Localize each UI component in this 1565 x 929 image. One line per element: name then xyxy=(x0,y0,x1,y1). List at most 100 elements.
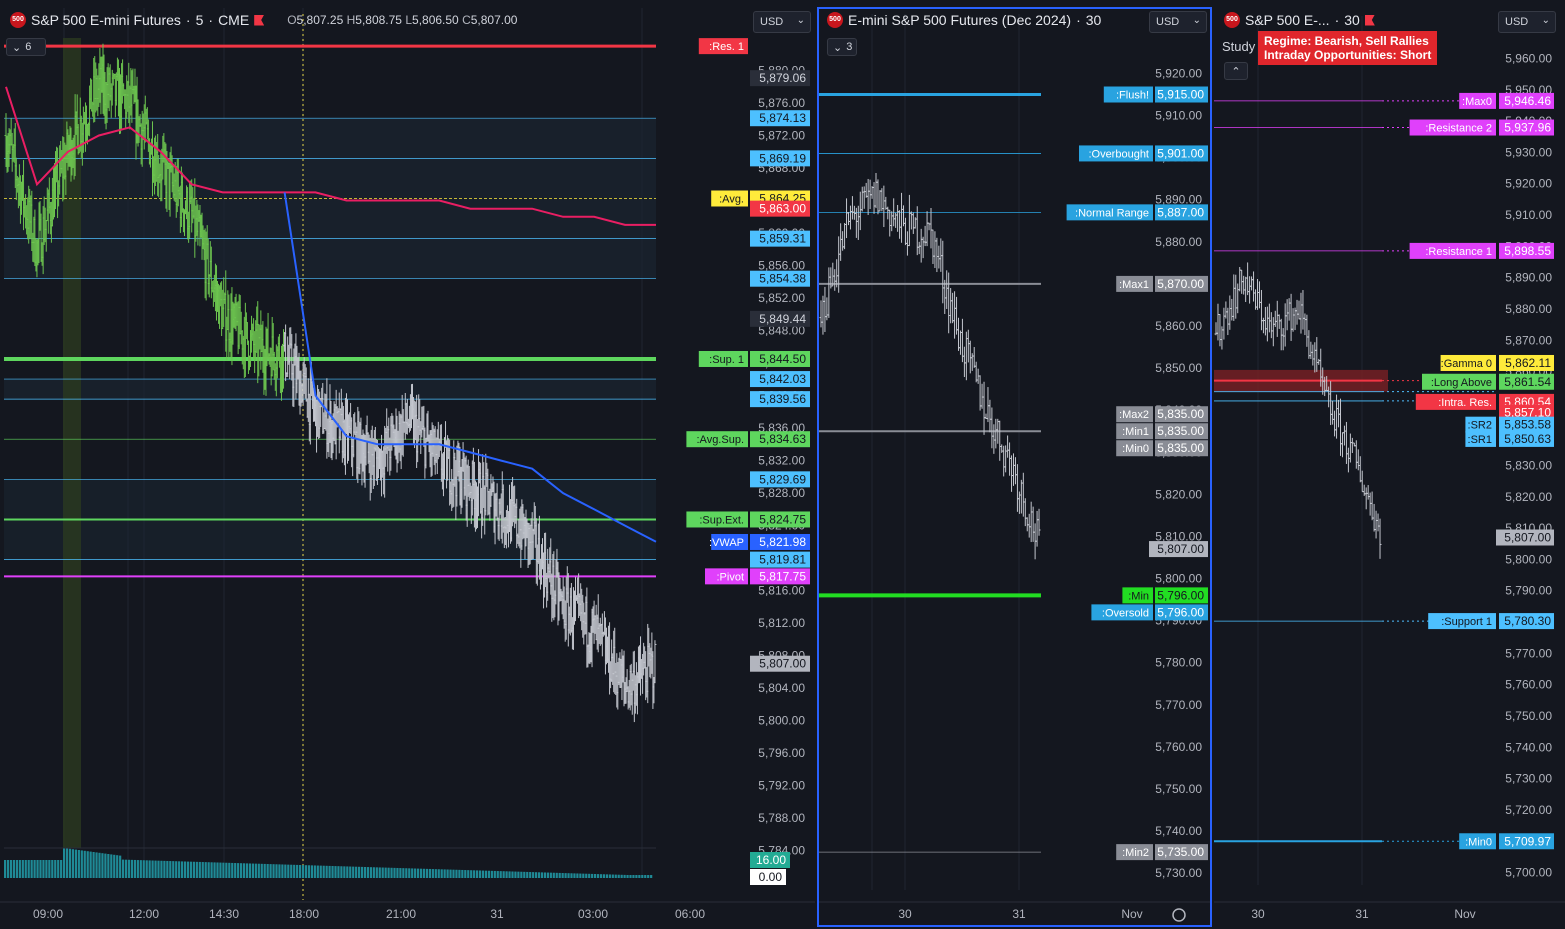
price-scale[interactable] xyxy=(1497,0,1565,929)
price-tick-label: 5,816.00 xyxy=(758,584,805,598)
volume-bar xyxy=(529,872,532,878)
separator: · xyxy=(1334,12,1340,28)
exchange: CME xyxy=(218,12,250,28)
level-name-bg xyxy=(1422,373,1496,390)
price-tick-label: 5,796.00 xyxy=(758,746,805,760)
level-value-label: 5,874.13 xyxy=(759,111,806,125)
level-name-label: :Avg. xyxy=(719,193,744,205)
indicators-toggle[interactable]: ⌄ 3 xyxy=(827,38,857,56)
price-chart-es-dec-30min[interactable]: 5,920.005,910.005,900.005,890.005,880.00… xyxy=(817,0,1212,929)
volume-bar xyxy=(390,867,393,878)
currency-value: USD xyxy=(760,16,784,28)
flag-icon[interactable] xyxy=(254,14,265,26)
level-name-bg xyxy=(711,533,748,550)
volume-bar xyxy=(21,860,24,878)
level-value-label: 5,857.10 xyxy=(1504,406,1551,420)
level-name-label: :Long Above xyxy=(1431,377,1492,389)
volume-bar xyxy=(502,871,505,878)
volume-bar xyxy=(80,850,83,878)
level-name-bg xyxy=(705,568,748,585)
price-tick-label: 5,820.00 xyxy=(1505,490,1552,504)
volume-bar xyxy=(614,874,617,878)
volume-bar xyxy=(346,866,349,878)
time-axis-label: 31 xyxy=(490,907,504,921)
level-value-bg xyxy=(750,110,810,127)
symbol-name[interactable]: S&P 500 E-mini Futures xyxy=(31,12,181,28)
interval[interactable]: 5 xyxy=(195,12,204,28)
volume-bar xyxy=(641,875,644,878)
currency-select[interactable]: USD ⌄ xyxy=(753,11,811,33)
volume-bar xyxy=(549,872,552,878)
level-value-label: 5,824.75 xyxy=(759,512,806,526)
indicators-toggle[interactable]: ⌄ 6 xyxy=(6,38,46,56)
settings-gear-icon[interactable] xyxy=(1172,908,1186,922)
level-value-bg xyxy=(1499,416,1554,433)
level-name-label: :Avg.Sup. xyxy=(697,434,745,446)
volume-bar xyxy=(54,860,57,878)
volume-bar xyxy=(281,864,284,878)
level-value-label: 5,869.19 xyxy=(759,151,806,165)
volume-bar xyxy=(467,870,470,878)
volume-bar xyxy=(476,870,479,878)
volume-bar xyxy=(523,871,526,878)
volume-bar xyxy=(124,859,128,878)
price-chart-es-5min[interactable]: 5,880.005,876.005,872.005,868.005,864.00… xyxy=(0,0,815,929)
time-axis-label: Nov xyxy=(1454,907,1475,921)
symbol-name[interactable]: S&P 500 E-... xyxy=(1245,12,1330,28)
level-value-bg xyxy=(750,350,810,367)
level-name-bg xyxy=(1459,833,1496,850)
price-tick-label: 5,790.00 xyxy=(1505,584,1552,598)
volume-bar xyxy=(325,865,328,878)
level-value-label: 5,946.46 xyxy=(1504,94,1551,108)
price-tick-label: 5,800.00 xyxy=(1505,552,1552,566)
volume-bar xyxy=(537,872,541,878)
currency-select[interactable]: USD ⌄ xyxy=(1498,11,1556,33)
price-tick-label: 5,960.00 xyxy=(1505,52,1552,66)
currency-select[interactable]: USD ⌄ xyxy=(1149,11,1207,33)
price-tick-label: 5,828.00 xyxy=(758,486,805,500)
level-name-label: :Flush! xyxy=(1116,90,1149,102)
volume-bar xyxy=(251,863,254,878)
chart-pane-es-30min[interactable]: 5,960.005,950.005,940.005,930.005,920.00… xyxy=(1214,0,1565,929)
price-tick-label: 5,760.00 xyxy=(1155,740,1202,754)
volume-bar xyxy=(481,870,485,878)
volume-bar xyxy=(222,862,225,878)
price-tick-label: 5,730.00 xyxy=(1505,772,1552,786)
chart-pane-es-5min[interactable]: 5,880.005,876.005,872.005,868.005,864.00… xyxy=(0,0,815,929)
interval[interactable]: 30 xyxy=(1085,12,1102,28)
current-price-bg xyxy=(750,655,810,672)
volume-bar xyxy=(228,862,231,878)
volume-bar xyxy=(496,871,499,878)
volume-bar xyxy=(6,860,10,878)
level-name-bg xyxy=(686,431,748,448)
level-name-label: :Oversold xyxy=(1102,607,1149,619)
chart-pane-es-dec-30min[interactable]: 5,920.005,910.005,900.005,890.005,880.00… xyxy=(817,0,1212,929)
volume-bar xyxy=(77,850,80,878)
current-price-bg xyxy=(1496,529,1554,546)
collapse-legend-button[interactable]: ⌃ xyxy=(1224,62,1248,80)
time-axis-label: 12:00 xyxy=(129,907,159,921)
volume-bar xyxy=(632,875,635,878)
volume-bar xyxy=(231,862,234,878)
symbol-name[interactable]: E-mini S&P 500 Futures (Dec 2024) xyxy=(848,12,1072,28)
interval[interactable]: 30 xyxy=(1344,12,1360,28)
flag-icon[interactable] xyxy=(1364,14,1375,26)
level-name-bg xyxy=(1415,393,1496,410)
volume-bar xyxy=(169,861,172,878)
symbol-header[interactable]: 500 S&P 500 E-... · 30 xyxy=(1224,12,1375,28)
volume-bar xyxy=(470,870,473,878)
level-value-label: 5,835.00 xyxy=(1157,441,1204,455)
volume-bar xyxy=(310,865,313,878)
volume-bar xyxy=(393,867,396,878)
level-value-bg xyxy=(750,391,810,408)
study-label[interactable]: Study xyxy=(1222,39,1256,54)
symbol-header[interactable]: 500 E-mini S&P 500 Futures (Dec 2024) · … xyxy=(827,12,1101,28)
symbol-header[interactable]: 500 S&P 500 E-mini Futures · 5 · CME O5,… xyxy=(10,12,517,28)
price-tick-label: 5,740.00 xyxy=(1155,824,1202,838)
price-tick-label: 5,920.00 xyxy=(1505,177,1552,191)
volume-bar xyxy=(225,862,228,878)
volume-bar xyxy=(293,864,296,878)
price-tick-label: 5,860.00 xyxy=(1155,319,1202,333)
price-chart-es-30min[interactable]: 5,960.005,950.005,940.005,930.005,920.00… xyxy=(1214,0,1565,929)
volume-bar xyxy=(517,871,520,878)
